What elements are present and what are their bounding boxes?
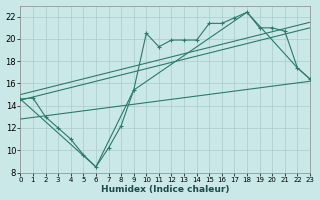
X-axis label: Humidex (Indice chaleur): Humidex (Indice chaleur) <box>101 185 229 194</box>
